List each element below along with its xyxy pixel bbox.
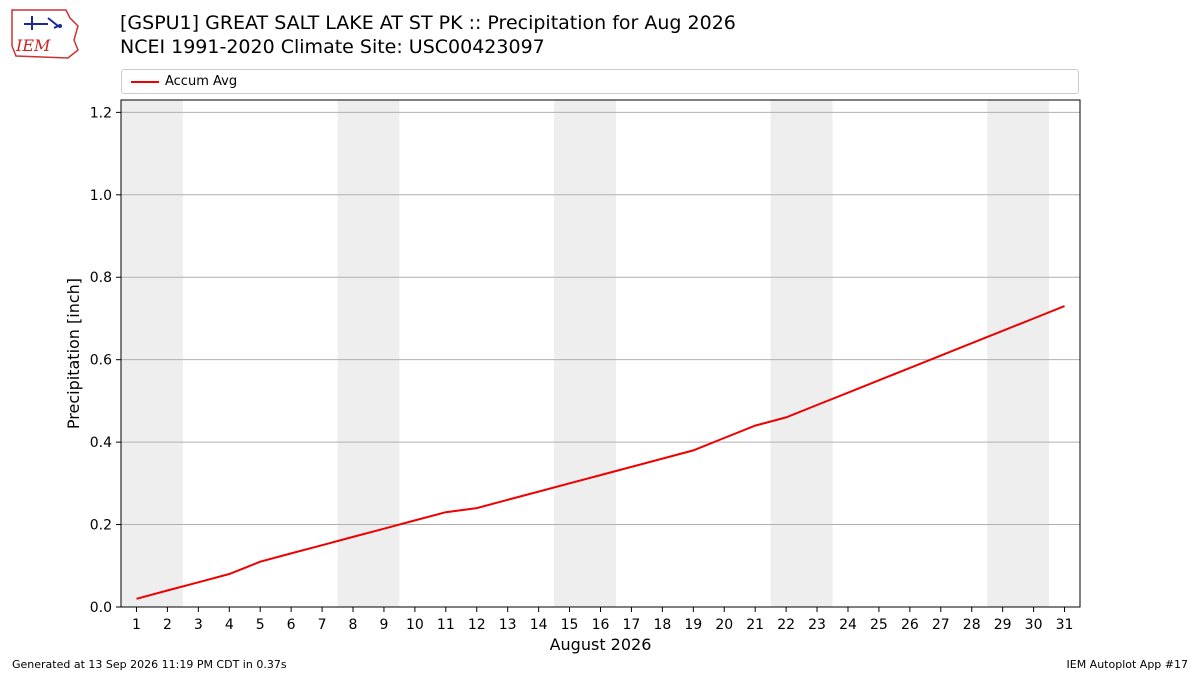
series-line-accum-avg: [136, 305, 1065, 600]
tick-label-y-1: 0.2: [90, 518, 112, 534]
tick-label-x-3: 4: [225, 617, 234, 633]
tick-label-x-8: 9: [379, 617, 388, 633]
tick-label-y-0: 0.0: [90, 600, 112, 616]
tick-label-x-18: 19: [684, 617, 702, 633]
app-label: IEM Autoplot App #17: [1066, 658, 1189, 671]
tick-label-x-17: 18: [653, 617, 671, 633]
tick-label-x-10: 11: [437, 617, 455, 633]
tick-label-y-5: 1.0: [90, 188, 112, 204]
tick-label-x-7: 8: [349, 617, 358, 633]
tick-label-y-4: 0.8: [90, 270, 112, 286]
tick-label-y-3: 0.6: [90, 353, 112, 369]
tick-label-x-4: 5: [256, 617, 265, 633]
weekend-band-1: [121, 100, 183, 607]
generated-timestamp: Generated at 13 Sep 2026 11:19 PM CDT in…: [12, 658, 287, 671]
tick-label-x-9: 10: [406, 617, 424, 633]
x-axis-label: August 2026: [550, 635, 652, 654]
tick-label-x-28: 29: [994, 617, 1012, 633]
legend-label-accum-avg: Accum Avg: [165, 74, 238, 89]
weekend-band-5: [987, 100, 1050, 607]
tick-label-x-14: 15: [561, 617, 579, 633]
tick-label-x-23: 24: [839, 617, 857, 633]
tick-label-x-1: 2: [163, 617, 172, 633]
tick-label-x-27: 28: [963, 617, 981, 633]
weekend-band-4: [770, 100, 833, 607]
legend-swatch-accum-avg: [131, 81, 159, 83]
tick-label-x-20: 21: [746, 617, 764, 633]
tick-label-x-30: 31: [1056, 617, 1074, 633]
weekend-band-2: [337, 100, 400, 607]
tick-label-x-12: 13: [499, 617, 517, 633]
tick-label-y-2: 0.4: [90, 435, 112, 451]
tick-label-x-16: 17: [623, 617, 641, 633]
tick-label-x-15: 16: [592, 617, 610, 633]
tick-label-x-13: 14: [530, 617, 548, 633]
tick-label-x-5: 6: [287, 617, 296, 633]
tick-label-x-29: 30: [1025, 617, 1043, 633]
tick-label-x-26: 27: [932, 617, 950, 633]
tick-label-x-24: 25: [870, 617, 888, 633]
iem-logo: IEM: [11, 9, 79, 59]
tick-label-x-0: 1: [132, 617, 141, 633]
chart-title: [GSPU1] GREAT SALT LAKE AT ST PK :: Prec…: [120, 12, 736, 34]
tick-label-x-6: 7: [318, 617, 327, 633]
tick-label-x-2: 3: [194, 617, 203, 633]
legend: Accum Avg: [121, 69, 1079, 94]
tick-label-x-21: 22: [777, 617, 795, 633]
iowa-outline-icon: [11, 9, 79, 59]
tick-label-x-22: 23: [808, 617, 826, 633]
tick-label-x-19: 20: [715, 617, 733, 633]
chart-subtitle: NCEI 1991-2020 Climate Site: USC00423097: [120, 36, 545, 58]
y-axis-label: Precipitation [inch]: [64, 278, 83, 429]
logo-text: IEM: [15, 36, 51, 55]
tick-label-x-25: 26: [901, 617, 919, 633]
tick-label-y-6: 1.2: [90, 105, 112, 121]
tick-label-x-11: 12: [468, 617, 486, 633]
weekend-band-3: [554, 100, 616, 607]
